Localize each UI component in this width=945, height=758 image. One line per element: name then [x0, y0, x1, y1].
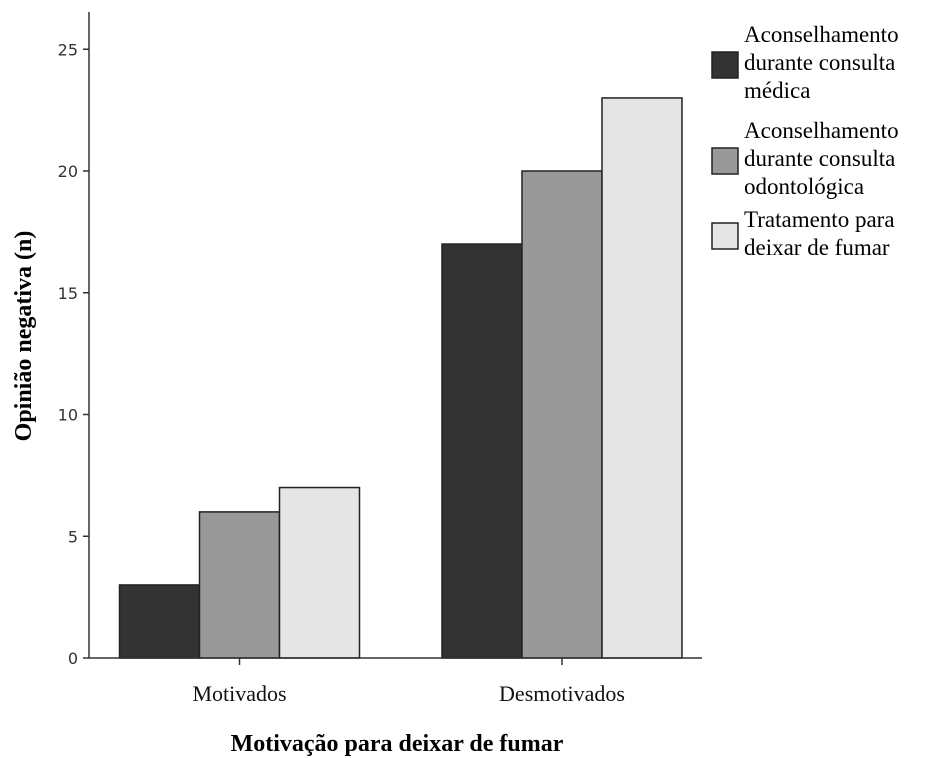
- legend-swatch-2: [711, 147, 739, 175]
- x-tick-label: Motivados: [192, 681, 286, 706]
- bar-2-1: [198, 511, 281, 659]
- legend-label-line: durante consulta: [744, 50, 895, 75]
- legend-label-line: odontológica: [744, 174, 864, 199]
- legend-swatch-3: [711, 222, 739, 250]
- x-tick-label: Desmotivados: [499, 681, 625, 706]
- y-tick-label: 15: [58, 284, 78, 303]
- legend-label-line: deixar de fumar: [744, 235, 890, 260]
- y-tick-label: 5: [68, 527, 78, 546]
- bars-group: [118, 97, 683, 659]
- legend-label-2: Aconselhamento durante consulta odontológi…: [744, 118, 899, 199]
- legend-label-3: Tratamento para deixar de fumar: [744, 207, 895, 260]
- x-axis-title: Motivação para deixar de fumar: [231, 731, 564, 757]
- x-ticks-group: Motivados Desmotivados: [192, 658, 625, 706]
- y-tick-label: 20: [58, 162, 78, 181]
- y-tick-label: 10: [58, 406, 78, 425]
- bar-1-1: [118, 584, 201, 659]
- legend-label-line: médica: [744, 78, 810, 103]
- bar-3-1: [278, 486, 361, 659]
- legend-label-line: Tratamento para: [744, 207, 895, 232]
- legend-label-line: durante consulta: [744, 146, 895, 171]
- legend-label-1: Aconselhamento durante consulta médica: [744, 22, 899, 103]
- bar-3-2: [601, 97, 683, 659]
- y-axis-title: Opinião negativa (n): [11, 231, 37, 442]
- legend: Aconselhamento durante consulta médicaAcon…: [711, 22, 899, 260]
- legend-label-line: Aconselhamento: [744, 22, 899, 47]
- axes-group: [88, 12, 702, 659]
- y-ticks-group: 0 5 10 15 20 25: [58, 40, 89, 668]
- bar-2-2: [521, 170, 603, 659]
- bar-1-2: [441, 243, 523, 659]
- y-tick-label: 0: [68, 649, 78, 668]
- legend-swatch-1: [711, 51, 739, 79]
- legend-label-line: Aconselhamento: [744, 118, 899, 143]
- y-tick-label: 25: [58, 40, 78, 59]
